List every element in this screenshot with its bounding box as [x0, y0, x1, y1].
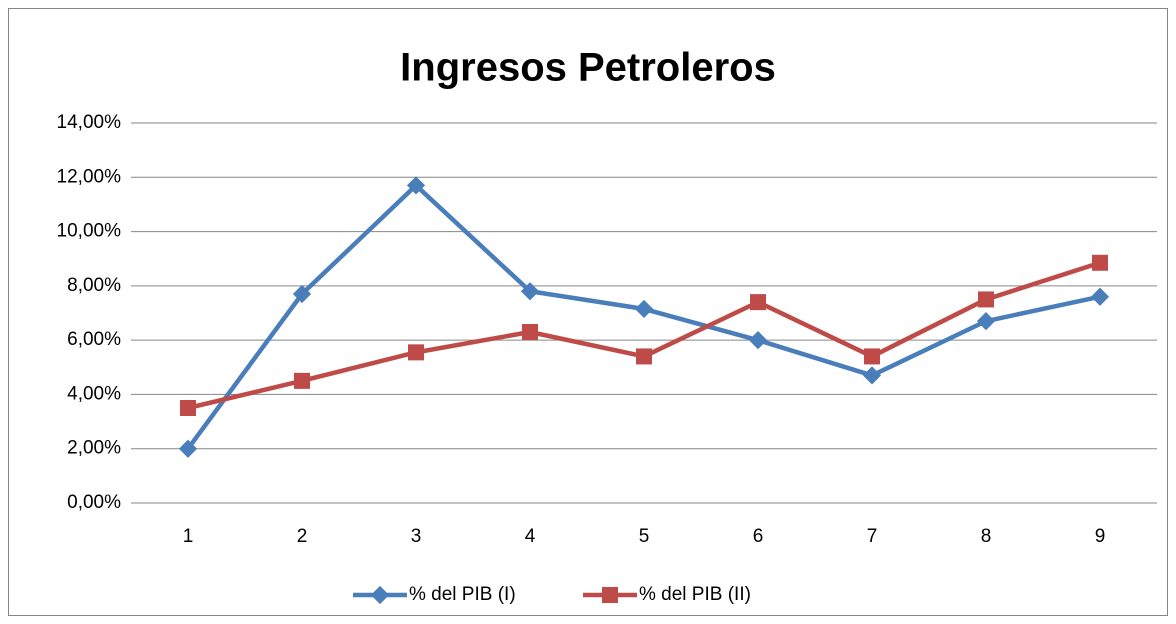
y-tick-label: 12,00%: [57, 166, 122, 187]
x-tick-label: 4: [525, 526, 536, 547]
data-point: [408, 344, 424, 361]
y-tick-label: 10,00%: [57, 221, 122, 242]
data-point: [864, 348, 880, 365]
x-tick-label: 3: [411, 526, 422, 547]
data-point: [520, 282, 540, 301]
data-point: [1092, 254, 1108, 271]
data-point: [862, 366, 882, 385]
y-tick-label: 0,00%: [67, 492, 121, 513]
data-point: [748, 331, 768, 350]
x-tick-label: 8: [981, 526, 992, 547]
data-point: [976, 312, 996, 331]
y-tick-label: 2,00%: [67, 438, 121, 459]
chart-title: Ingresos Petroleros: [400, 46, 776, 90]
x-tick-label: 9: [1095, 526, 1106, 547]
x-tick-label: 6: [753, 526, 764, 547]
legend-label: % del PIB (I): [409, 584, 516, 605]
y-tick-label: 6,00%: [67, 329, 121, 350]
data-point: [978, 291, 994, 308]
data-point: [522, 324, 538, 340]
chart-border: [8, 8, 1168, 616]
data-point: [636, 348, 652, 365]
data-point: [1090, 287, 1110, 306]
data-point: [634, 299, 654, 319]
legend-marker: [602, 587, 618, 603]
x-tick-label: 5: [639, 526, 650, 547]
y-tick-label: 8,00%: [67, 275, 121, 296]
x-tick-label: 1: [183, 526, 194, 547]
data-point: [750, 294, 766, 311]
data-point: [294, 372, 310, 389]
y-tick-label: 4,00%: [67, 383, 121, 404]
x-tick-label: 7: [867, 526, 878, 547]
data-point: [178, 439, 198, 458]
data-point: [180, 400, 196, 416]
data-point: [406, 176, 426, 195]
data-point: [292, 284, 312, 304]
legend-label: % del PIB (II): [639, 584, 751, 605]
y-tick-label: 14,00%: [57, 112, 122, 133]
x-tick-label: 2: [297, 526, 308, 547]
legend-marker: [370, 585, 390, 605]
